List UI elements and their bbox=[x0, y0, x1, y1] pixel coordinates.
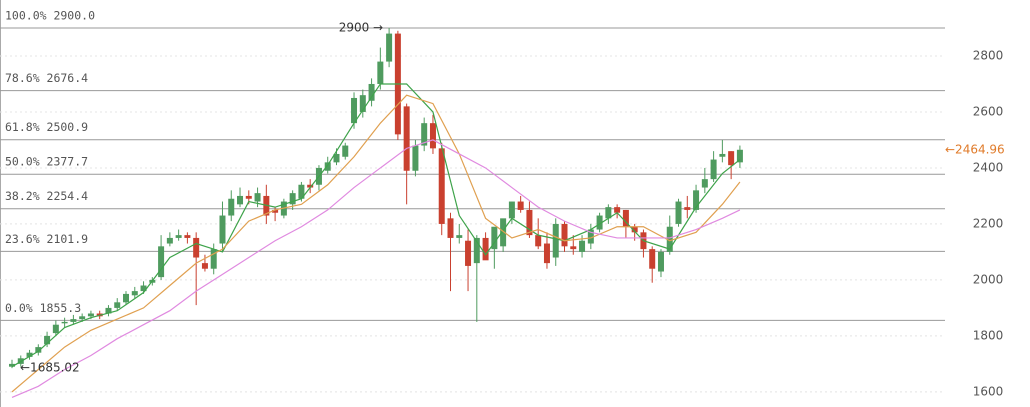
candle-body bbox=[307, 184, 314, 188]
candle-body bbox=[535, 235, 542, 247]
candle-body bbox=[201, 263, 208, 269]
candle-body bbox=[131, 291, 138, 296]
candle-body bbox=[719, 153, 726, 157]
candle-body bbox=[193, 237, 200, 258]
candle-body bbox=[561, 223, 568, 247]
candle-body bbox=[675, 201, 682, 224]
candle-body bbox=[359, 95, 366, 112]
candle-body bbox=[105, 307, 112, 314]
candle-body bbox=[666, 226, 673, 252]
moving-average bbox=[11, 83, 741, 368]
candle-body bbox=[219, 215, 226, 244]
candle-body bbox=[500, 218, 507, 247]
candle-body bbox=[61, 321, 68, 324]
candle-body bbox=[377, 61, 384, 84]
candle-body bbox=[429, 123, 436, 149]
candle-body bbox=[9, 363, 15, 367]
moving-average bbox=[11, 94, 741, 393]
candle-body bbox=[473, 237, 480, 264]
candle-body bbox=[728, 151, 735, 166]
candle-body bbox=[614, 207, 621, 213]
candle-body bbox=[447, 218, 454, 238]
candle-body bbox=[228, 198, 235, 216]
candle-body bbox=[579, 240, 586, 252]
y-tick-label: 1800 bbox=[973, 328, 1004, 342]
candle-body bbox=[237, 195, 244, 205]
candle-body bbox=[622, 209, 629, 227]
candle-body bbox=[26, 352, 33, 357]
candle-body bbox=[342, 145, 349, 157]
candle-body bbox=[254, 193, 261, 202]
candle-body bbox=[368, 83, 375, 101]
candle-body bbox=[710, 159, 717, 180]
candle-body bbox=[44, 335, 51, 345]
candle-body bbox=[175, 235, 182, 238]
candle-body bbox=[324, 162, 331, 171]
fib-label: 61.8% 2500.9 bbox=[5, 120, 88, 134]
candle-body bbox=[482, 237, 489, 261]
candle-body bbox=[421, 123, 428, 146]
candle-body bbox=[438, 148, 445, 224]
candle-body bbox=[272, 209, 279, 213]
candle-body bbox=[465, 240, 472, 266]
fib-label: 78.6% 2676.4 bbox=[5, 71, 88, 85]
candle-body bbox=[70, 319, 77, 322]
y-tick-label: 1600 bbox=[973, 384, 1004, 398]
candle-body bbox=[333, 153, 340, 163]
candle-body bbox=[736, 149, 743, 163]
y-tick-label: 2200 bbox=[973, 216, 1004, 230]
candle-body bbox=[649, 249, 656, 269]
candle-body bbox=[596, 215, 603, 230]
candle-body bbox=[158, 246, 165, 278]
price-annotation: ←1685.02 bbox=[20, 361, 80, 375]
fib-label: 100.0% 2900.0 bbox=[5, 8, 95, 22]
candle-body bbox=[526, 209, 533, 236]
candle-body bbox=[543, 243, 550, 264]
candle-body bbox=[631, 226, 638, 233]
candle-body bbox=[114, 302, 121, 308]
candle-body bbox=[298, 184, 305, 199]
candle-body bbox=[140, 285, 147, 292]
candle-body bbox=[701, 179, 708, 188]
candle-body bbox=[35, 347, 42, 353]
candle-body bbox=[166, 237, 173, 244]
candle-body bbox=[79, 316, 86, 320]
candle-body bbox=[184, 235, 191, 238]
price-annotation: ←2464.96 bbox=[945, 142, 1005, 156]
price-annotation: 2900 → bbox=[339, 20, 383, 34]
candle-body bbox=[570, 246, 577, 250]
y-tick-label: 2600 bbox=[973, 104, 1004, 118]
candle-body bbox=[587, 229, 594, 244]
y-tick-label: 2800 bbox=[973, 48, 1004, 62]
candle-body bbox=[552, 223, 559, 258]
candle-body bbox=[684, 207, 691, 210]
candle-body bbox=[210, 249, 217, 269]
candle-body bbox=[508, 201, 515, 219]
candle-body bbox=[289, 193, 296, 205]
fib-label: 38.2% 2254.4 bbox=[5, 189, 88, 203]
fib-label: 23.6% 2101.9 bbox=[5, 232, 88, 246]
candle-body bbox=[693, 190, 700, 210]
candle-body bbox=[351, 97, 358, 124]
candle-body bbox=[605, 207, 612, 219]
candle-body bbox=[517, 201, 524, 210]
candle-body bbox=[87, 313, 94, 317]
fib-label: 50.0% 2377.7 bbox=[5, 155, 88, 169]
candle-body bbox=[412, 145, 419, 171]
candle-body bbox=[52, 324, 59, 334]
candle-body bbox=[491, 226, 498, 250]
moving-average bbox=[11, 139, 741, 399]
fib-label: 0.0% 1855.3 bbox=[5, 301, 81, 315]
candle-body bbox=[386, 33, 393, 62]
candle-body bbox=[657, 251, 664, 272]
candle-body bbox=[123, 293, 130, 303]
y-tick-label: 2400 bbox=[973, 160, 1004, 174]
candle-body bbox=[245, 195, 252, 199]
candle-body bbox=[403, 106, 410, 171]
y-tick-label: 2000 bbox=[973, 272, 1004, 286]
candle-body bbox=[456, 235, 463, 238]
